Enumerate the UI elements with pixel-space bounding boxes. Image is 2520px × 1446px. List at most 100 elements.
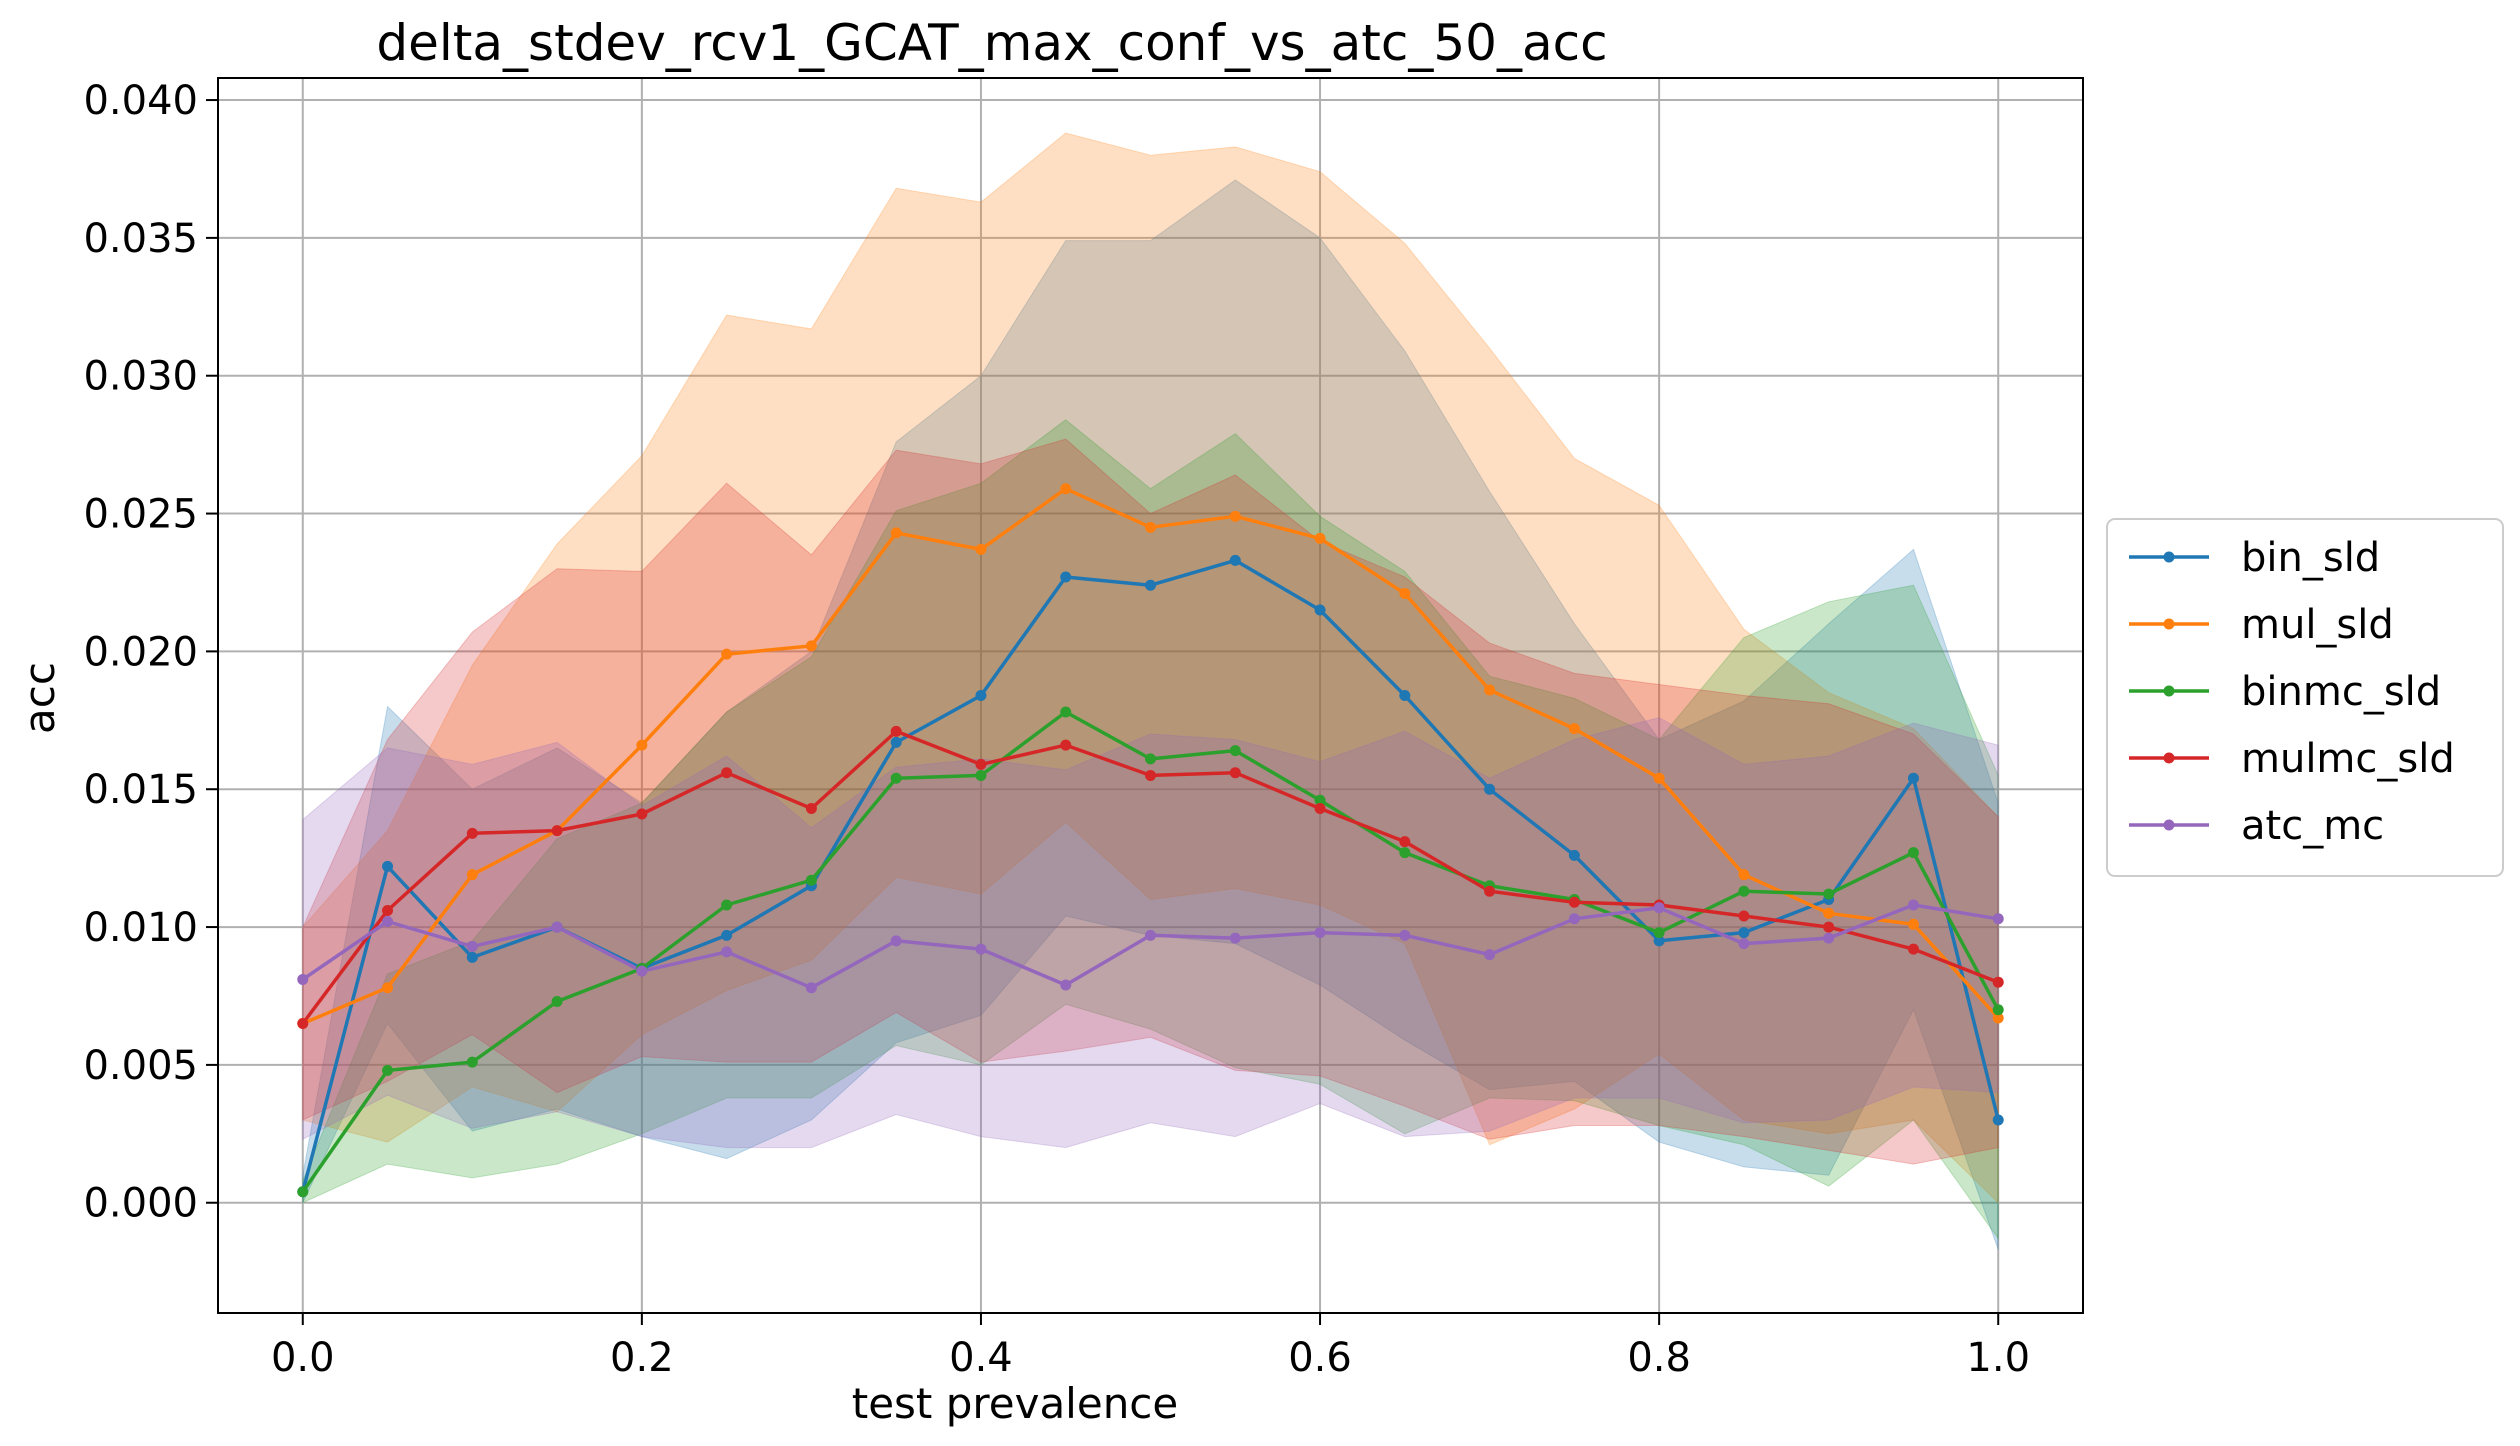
point-bin-sld — [1145, 579, 1156, 591]
point-atc-mc — [1907, 899, 1919, 911]
point-bin-sld — [1907, 772, 1919, 784]
point-mulmc-sld — [297, 1018, 309, 1030]
y-tick-label: 0.005 — [83, 1043, 198, 1089]
point-binmc-sld — [890, 772, 902, 784]
point-binmc-sld — [805, 874, 817, 886]
point-mulmc-sld — [1399, 836, 1411, 848]
point-atc-mc — [890, 935, 902, 947]
y-tick-label: 0.015 — [83, 767, 198, 813]
point-bin-sld — [1568, 849, 1580, 861]
point-atc-mc — [1823, 932, 1835, 944]
point-atc-mc — [1229, 932, 1241, 944]
point-atc-mc — [636, 965, 648, 977]
plot-frame — [217, 77, 2084, 1314]
point-mul-sld — [1399, 588, 1411, 600]
x-axis-label: test prevalence — [852, 1379, 1179, 1428]
point-bin-sld — [1060, 571, 1072, 583]
point-binmc-sld — [1907, 847, 1919, 859]
point-binmc-sld — [466, 1056, 478, 1068]
point-atc-mc — [1145, 929, 1156, 941]
point-mul-sld — [721, 648, 733, 660]
point-mul-sld — [1653, 772, 1665, 784]
point-mul-sld — [805, 640, 817, 652]
legend-label-mulmc-sld: mulmc_sld — [2241, 736, 2455, 782]
band-mulmc-sld — [302, 438, 1999, 1165]
point-binmc-sld — [1738, 885, 1750, 897]
point-bin-sld — [1738, 927, 1750, 939]
x-axis-ticks: 0.0 0.2 0.4 0.6 0.8 1.0 — [271, 1313, 2030, 1381]
point-mul-sld — [1907, 918, 1919, 930]
point-mulmc-sld — [1229, 767, 1241, 779]
legend-marker — [2163, 685, 2175, 697]
point-binmc-sld — [1229, 745, 1241, 757]
y-tick-label: 0.025 — [83, 492, 198, 538]
point-binmc-sld — [1060, 706, 1072, 718]
point-mulmc-sld — [1823, 921, 1835, 933]
point-atc-mc — [551, 921, 563, 933]
y-axis-label: acc — [15, 662, 64, 734]
legend-box — [2106, 518, 2504, 877]
point-mul-sld — [975, 543, 987, 555]
x-tick-label: 0.8 — [1627, 1335, 1691, 1381]
point-mulmc-sld — [466, 827, 478, 839]
point-bin-sld — [382, 860, 394, 872]
point-mul-sld — [1992, 1012, 2004, 1024]
y-tick-label: 0.000 — [83, 1181, 198, 1227]
legend-marker — [2163, 752, 2175, 764]
y-tick-label: 0.030 — [83, 354, 198, 400]
legend-marker — [2163, 819, 2175, 831]
x-tick-label: 0.4 — [949, 1335, 1013, 1381]
y-tick-label: 0.040 — [83, 78, 198, 124]
point-bin-sld — [975, 690, 987, 701]
point-binmc-sld — [1653, 927, 1665, 939]
point-atc-mc — [1653, 902, 1665, 914]
point-mul-sld — [382, 982, 394, 994]
point-mulmc-sld — [1314, 803, 1326, 815]
legend-marker — [2163, 618, 2175, 630]
band-binmc-sld — [302, 419, 1999, 1241]
point-atc-mc — [297, 973, 309, 985]
point-bin-sld — [466, 951, 478, 963]
point-mul-sld — [466, 869, 478, 881]
point-mul-sld — [1145, 521, 1156, 533]
point-mulmc-sld — [1060, 739, 1072, 751]
point-atc-mc — [805, 982, 817, 994]
point-mul-sld — [890, 527, 902, 539]
point-mulmc-sld — [382, 905, 394, 917]
point-atc-mc — [1484, 949, 1496, 961]
point-binmc-sld — [551, 995, 563, 1007]
point-mul-sld — [1738, 869, 1750, 881]
x-tick-label: 0.0 — [271, 1335, 335, 1381]
point-atc-mc — [1738, 938, 1750, 950]
point-atc-mc — [975, 943, 987, 955]
point-bin-sld — [1399, 690, 1411, 701]
point-mulmc-sld — [1738, 910, 1750, 922]
legend: bin_sld mul_sld binmc_sld mulmc_sld atc_mc — [2106, 518, 2504, 877]
point-bin-sld — [1484, 783, 1496, 795]
x-tick-label: 0.6 — [1288, 1335, 1352, 1381]
point-bin-sld — [1992, 1114, 2004, 1126]
point-bin-sld — [1314, 604, 1326, 616]
y-tick-label: 0.035 — [83, 216, 198, 262]
y-tick-label: 0.010 — [83, 905, 198, 951]
point-atc-mc — [1568, 913, 1580, 925]
point-binmc-sld — [1992, 1004, 2004, 1016]
point-mulmc-sld — [721, 767, 733, 779]
y-axis-ticks: 0.000 0.005 0.010 0.015 0.020 0.025 0.030 0.035… — [83, 78, 218, 1227]
point-mul-sld — [1229, 510, 1241, 522]
point-mul-sld — [1314, 532, 1326, 544]
legend-marker — [2163, 551, 2175, 563]
chart-title: delta_stdev_rcv1_GCAT_max_conf_vs_atc_50… — [376, 14, 1607, 72]
x-tick-label: 0.2 — [610, 1335, 674, 1381]
legend-label-mul-sld: mul_sld — [2241, 602, 2394, 648]
point-binmc-sld — [975, 769, 987, 781]
point-mul-sld — [1060, 483, 1072, 495]
point-binmc-sld — [1314, 794, 1326, 806]
point-mulmc-sld — [1484, 885, 1496, 897]
point-mul-sld — [636, 739, 648, 751]
confidence-bands — [302, 132, 1999, 1250]
point-atc-mc — [1399, 929, 1411, 941]
grid-lines — [218, 78, 2083, 1313]
